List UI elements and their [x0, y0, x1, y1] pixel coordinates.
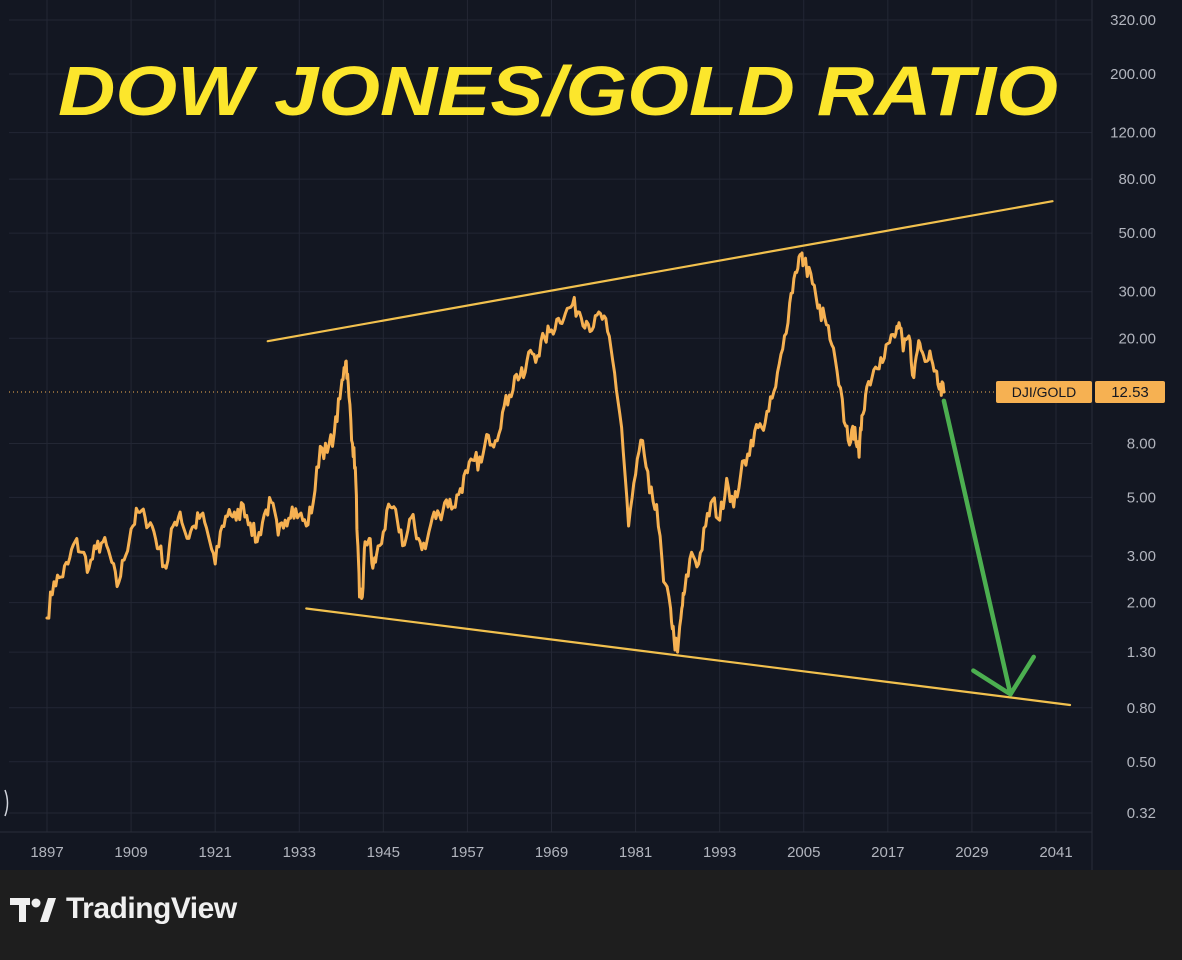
chart-area[interactable]: 320.00 200.00 120.00 80.00 50.00 30.00 20.00 8.… — [0, 0, 1182, 870]
series-name-label: DJI/GOLD — [1012, 384, 1077, 400]
x-tick-label: 2005 — [787, 844, 820, 861]
time-axis[interactable]: 1897 1909 1921 1933 1945 1957 1969 1981 1993 2005… — [30, 844, 1072, 861]
series-line-dji-gold[interactable] — [45, 251, 946, 654]
chart-canvas: 320.00 200.00 120.00 80.00 50.00 30.00 20.00 8.… — [0, 0, 1182, 870]
price-label: DJI/GOLD 12.53 — [996, 380, 1165, 403]
x-tick-label: 1897 — [30, 844, 63, 861]
y-tick-label: 8.00 — [1127, 435, 1156, 452]
upper-trendline[interactable] — [266, 200, 1054, 343]
x-tick-label: 1993 — [703, 844, 736, 861]
x-tick-label: 1921 — [198, 844, 231, 861]
y-tick-label: 50.00 — [1118, 225, 1156, 242]
chart-grid — [9, 0, 1092, 832]
y-tick-label: 0.50 — [1127, 754, 1156, 771]
x-tick-label: 2041 — [1039, 844, 1072, 861]
trendlines-layer — [266, 200, 1072, 707]
y-tick-label: 5.00 — [1127, 489, 1156, 506]
x-tick-label: 1981 — [619, 844, 652, 861]
y-tick-label: 80.00 — [1118, 171, 1156, 188]
chart-background — [0, 0, 1182, 870]
y-tick-label: 320.00 — [1110, 12, 1156, 29]
x-tick-label: 2029 — [955, 844, 988, 861]
tradingview-brand: TradingView — [66, 892, 237, 925]
y-tick-label: 20.00 — [1118, 330, 1156, 347]
tradingview-logo-icon — [10, 898, 56, 922]
y-tick-label: 2.00 — [1127, 595, 1156, 612]
x-tick-label: 1969 — [535, 844, 568, 861]
y-tick-label: 1.30 — [1127, 644, 1156, 661]
y-tick-label: 0.32 — [1127, 805, 1156, 822]
left-edge-handle[interactable] — [0, 0, 9, 870]
x-tick-label: 1909 — [114, 844, 147, 861]
annotations-layer — [9, 391, 1092, 697]
y-tick-label: 120.00 — [1110, 125, 1156, 142]
x-tick-label: 1933 — [283, 844, 316, 861]
last-value-label: 12.53 — [1111, 384, 1149, 401]
y-tick-label: 30.00 — [1118, 284, 1156, 301]
y-tick-label: 200.00 — [1110, 66, 1156, 83]
footer-bar: TradingView — [0, 870, 1182, 960]
x-tick-label: 1945 — [367, 844, 400, 861]
forecast-arrow-head — [971, 654, 1036, 697]
price-axis[interactable]: 320.00 200.00 120.00 80.00 50.00 30.00 20.00 8.… — [1110, 12, 1156, 822]
forecast-arrow[interactable] — [941, 398, 1013, 697]
series-name-tag — [996, 380, 1092, 403]
series-layer — [45, 251, 946, 654]
y-tick-label: 3.00 — [1127, 548, 1156, 565]
lower-trendline[interactable] — [305, 607, 1072, 707]
chart-title: DOW JONES/GOLD RATIO — [58, 52, 1058, 130]
y-tick-label: 0.80 — [1127, 700, 1156, 717]
collapse-bracket-icon — [4, 789, 9, 817]
x-tick-label: 1957 — [451, 844, 484, 861]
x-tick-label: 2017 — [871, 844, 904, 861]
last-value-tag — [1095, 380, 1165, 403]
